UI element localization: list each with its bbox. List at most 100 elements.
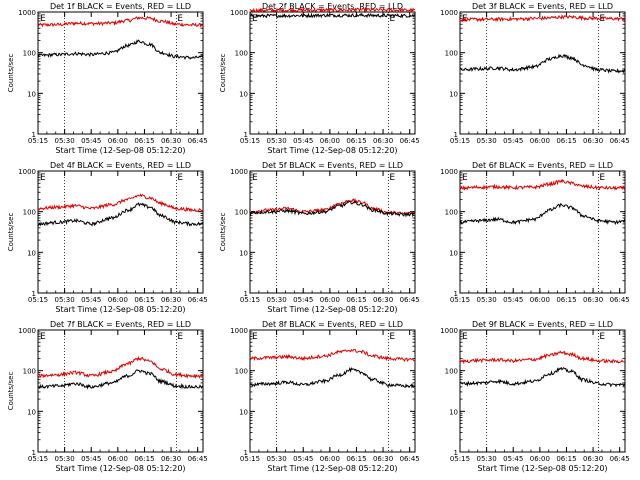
event-marker: E <box>599 14 605 24</box>
x-tick-label: 06:45 <box>400 137 420 145</box>
series-events <box>249 12 416 19</box>
event-marker: E <box>462 173 468 183</box>
y-tick-label: 1 <box>244 131 248 139</box>
y-tick-label: 1000 <box>18 168 36 176</box>
x-tick-label: 06:30 <box>583 137 603 145</box>
x-tick-label: 06:30 <box>161 137 181 145</box>
series-lld <box>37 193 204 213</box>
x-tick-label: 06:45 <box>610 137 630 145</box>
x-tick-label: 05:15 <box>450 455 470 463</box>
panel-det-1: Det 1f BLACK = Events, RED = LLD 1 10 100 10… <box>7 2 208 155</box>
event-marker: E <box>40 173 46 183</box>
x-axis-label: Start Time (12-Sep-08 05:12:20) <box>267 146 397 155</box>
x-tick-label: 06:15 <box>346 296 366 304</box>
y-tick-label: 1000 <box>230 168 248 176</box>
y-tick-label: 1000 <box>440 168 458 176</box>
y-tick-label: 10 <box>27 249 36 257</box>
x-tick-label: 05:30 <box>55 455 75 463</box>
event-marker: E <box>252 332 258 342</box>
y-axis-label: Counts/sec <box>219 54 227 93</box>
x-tick-label: 06:00 <box>108 455 128 463</box>
y-tick-label: 100 <box>235 209 248 217</box>
y-tick-label: 1000 <box>18 327 36 335</box>
y-tick-label: 1 <box>244 449 248 457</box>
panel-title: Det 3f BLACK = Events, RED = LLD <box>472 2 613 11</box>
x-tick-label: 05:30 <box>267 137 287 145</box>
x-tick-label: 05:45 <box>81 296 101 304</box>
series-lld <box>249 6 416 14</box>
panel-title: Det 1f BLACK = Events, RED = LLD <box>50 2 191 11</box>
x-tick-label: 05:15 <box>240 455 260 463</box>
x-tick-label: 05:15 <box>28 296 48 304</box>
x-tick-label: 05:30 <box>477 137 497 145</box>
x-tick-label: 05:45 <box>503 455 523 463</box>
x-tick-label: 05:30 <box>267 296 287 304</box>
y-tick-label: 10 <box>239 90 248 98</box>
x-tick-label: 05:15 <box>450 296 470 304</box>
x-tick-label: 05:45 <box>81 455 101 463</box>
x-tick-label: 06:30 <box>583 296 603 304</box>
y-tick-label: 1 <box>32 290 36 298</box>
y-tick-label: 1 <box>454 449 458 457</box>
x-tick-label: 06:45 <box>188 296 208 304</box>
x-tick-label: 06:00 <box>108 137 128 145</box>
plot-frame <box>249 170 416 294</box>
event-marker: E <box>599 173 605 183</box>
series-lld <box>37 356 204 379</box>
x-axis-label: Start Time (12-Sep-08 05:12:20) <box>477 464 607 473</box>
plot-frame <box>249 329 416 453</box>
series-lld <box>459 350 626 365</box>
plot-frame <box>37 329 204 453</box>
x-tick-label: 06:00 <box>108 296 128 304</box>
y-tick-label: 100 <box>235 50 248 58</box>
y-tick-label: 100 <box>23 368 36 376</box>
x-tick-label: 06:30 <box>373 296 393 304</box>
panel-title: Det 8f BLACK = Events, RED = LLD <box>262 320 403 329</box>
y-tick-label: 100 <box>23 209 36 217</box>
x-axis-label: Start Time (12-Sep-08 05:12:20) <box>55 464 185 473</box>
panel-title: Det 2f BLACK = Events, RED = LLD <box>262 2 403 11</box>
event-marker: E <box>389 14 395 24</box>
x-tick-label: 05:30 <box>55 296 75 304</box>
plot-frame <box>37 170 204 294</box>
panel-title: Det 9f BLACK = Events, RED = LLD <box>472 320 613 329</box>
x-tick-label: 06:30 <box>161 296 181 304</box>
x-tick-label: 05:15 <box>28 137 48 145</box>
series-events <box>37 202 204 227</box>
plot-frame <box>459 11 626 135</box>
x-tick-label: 05:45 <box>293 455 313 463</box>
plot-frame <box>37 11 204 135</box>
x-tick-label: 06:30 <box>373 455 393 463</box>
y-tick-label: 100 <box>445 368 458 376</box>
panel-title: Det 6f BLACK = Events, RED = LLD <box>472 161 613 170</box>
x-tick-label: 06:15 <box>134 455 154 463</box>
event-marker: E <box>462 332 468 342</box>
x-tick-label: 06:45 <box>188 137 208 145</box>
y-tick-label: 1 <box>244 290 248 298</box>
x-axis-label: Start Time (12-Sep-08 05:12:20) <box>55 146 185 155</box>
event-marker: E <box>40 14 46 24</box>
y-tick-label: 100 <box>445 50 458 58</box>
x-tick-label: 06:15 <box>134 296 154 304</box>
x-tick-label: 06:30 <box>373 137 393 145</box>
x-tick-label: 06:00 <box>320 137 340 145</box>
y-tick-label: 1000 <box>18 9 36 17</box>
y-tick-label: 1 <box>32 131 36 139</box>
panel-det-4: Det 4f BLACK = Events, RED = LLD 1 10 100 10… <box>7 161 208 314</box>
x-tick-label: 05:30 <box>267 455 287 463</box>
x-tick-label: 06:30 <box>161 455 181 463</box>
y-tick-label: 10 <box>449 249 458 257</box>
panel-det-3: Det 3f BLACK = Events, RED = LLD 1 10 100 10… <box>440 2 630 145</box>
y-tick-label: 1 <box>454 131 458 139</box>
y-tick-label: 1000 <box>230 9 248 17</box>
x-tick-label: 06:15 <box>556 296 576 304</box>
x-axis-label: Start Time (12-Sep-08 05:12:20) <box>267 464 397 473</box>
panel-title: Det 5f BLACK = Events, RED = LLD <box>262 161 403 170</box>
x-tick-label: 06:45 <box>400 455 420 463</box>
y-tick-label: 100 <box>23 50 36 58</box>
series-lld <box>37 15 204 28</box>
panel-det-5: Det 5f BLACK = Events, RED = LLD 1 10 100 10… <box>219 161 420 314</box>
panel-title: Det 4f BLACK = Events, RED = LLD <box>50 161 191 170</box>
x-axis-label: Start Time (12-Sep-08 05:12:20) <box>55 305 185 314</box>
x-axis-label: Start Time (12-Sep-08 05:12:20) <box>267 305 397 314</box>
